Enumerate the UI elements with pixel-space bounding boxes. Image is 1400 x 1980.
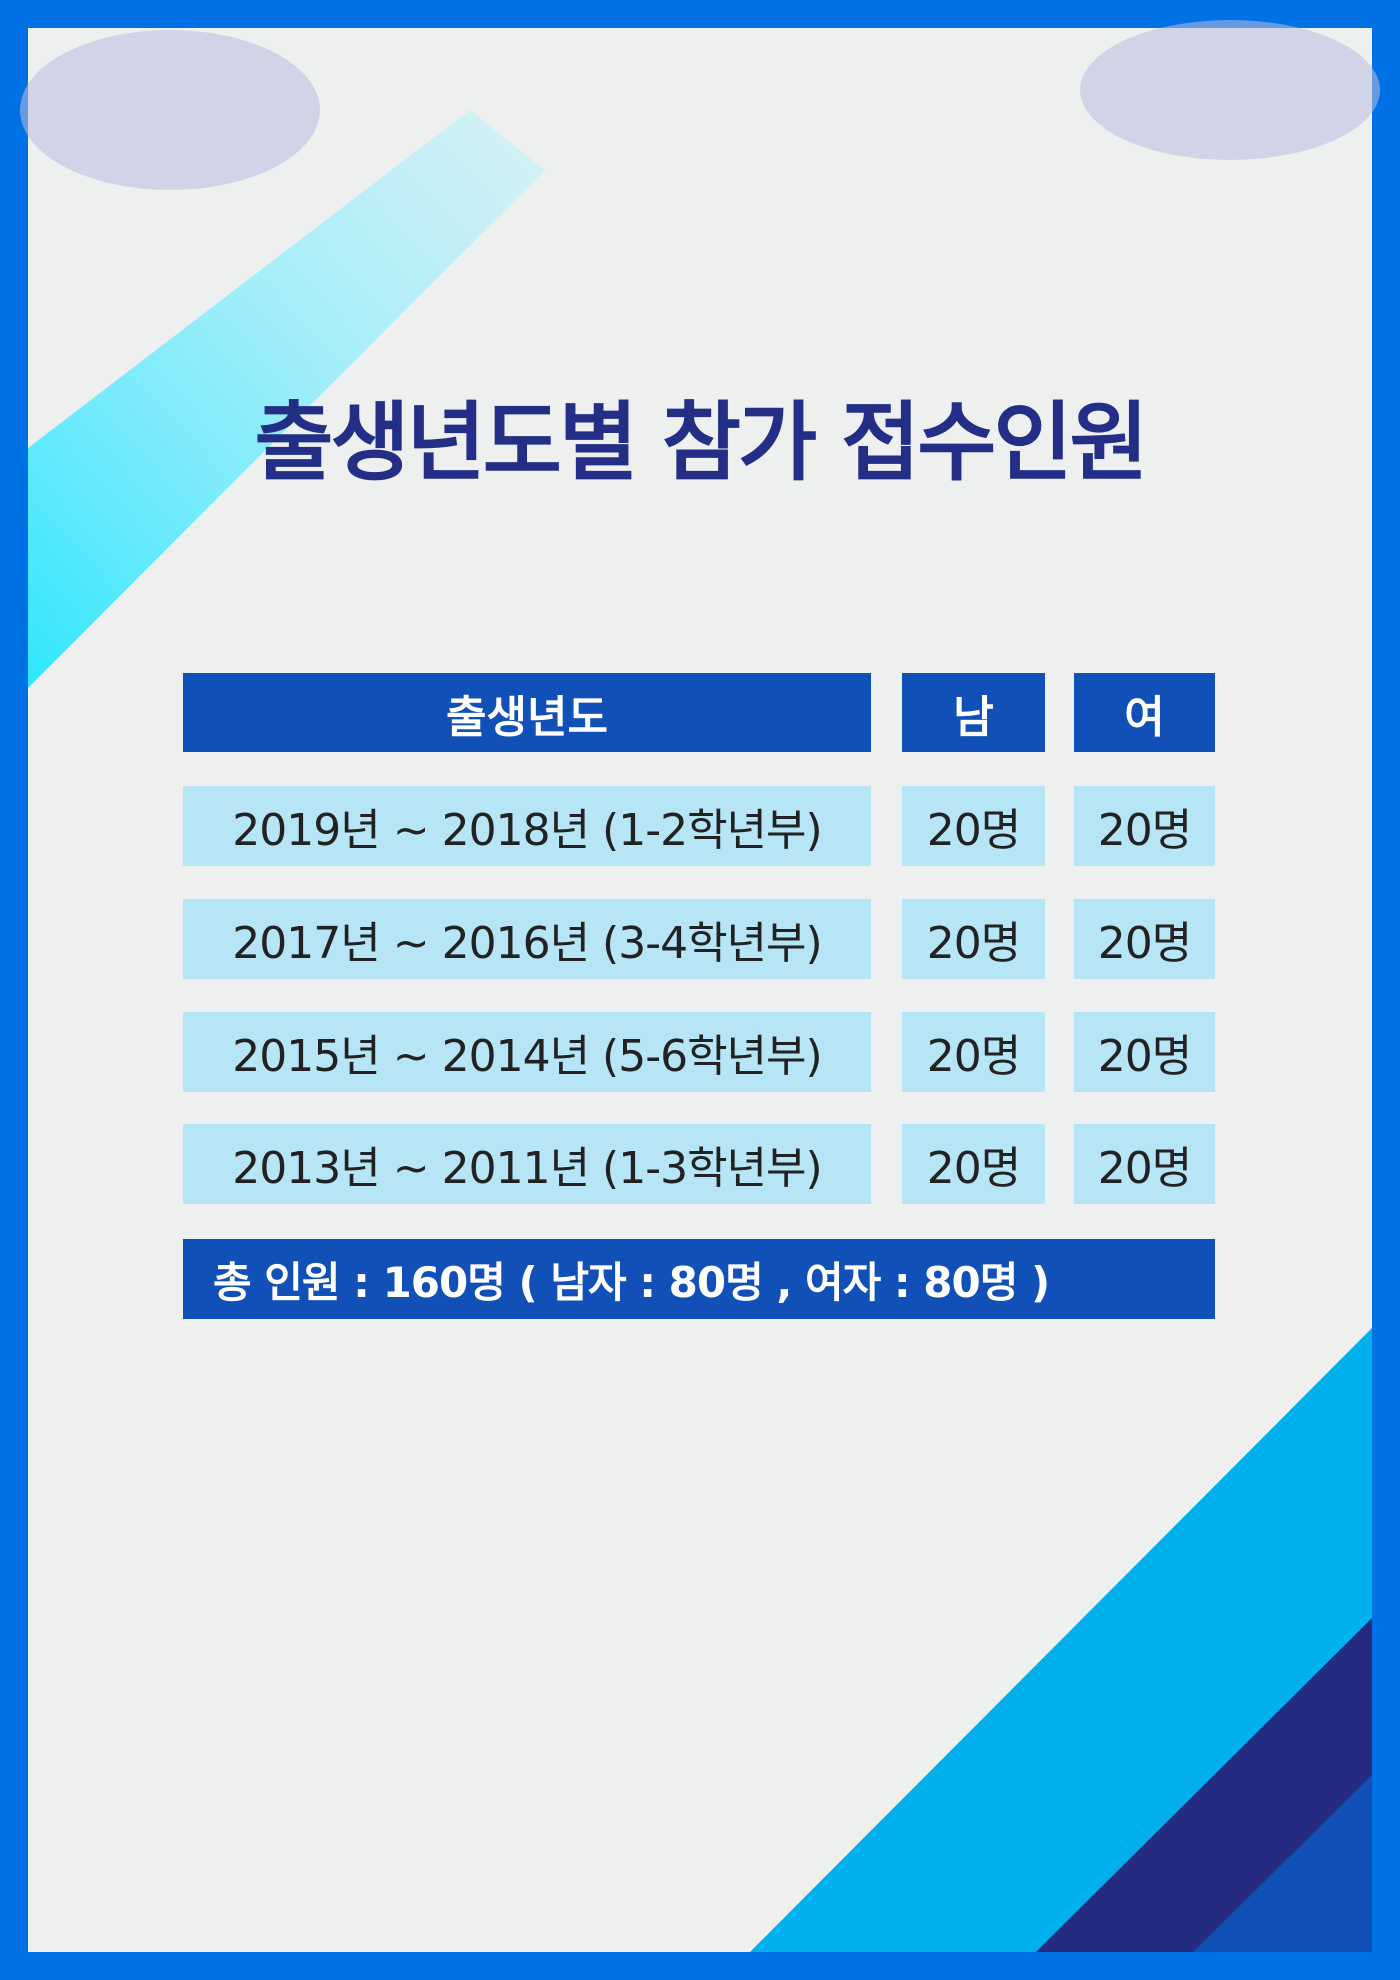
row-female: 20명 — [1074, 899, 1215, 979]
row-female: 20명 — [1074, 786, 1215, 866]
row-year: 2015년 ~ 2014년 (5-6학년부) — [183, 1012, 871, 1092]
stripe-bottom-blue — [1193, 1775, 1372, 1952]
row-male: 20명 — [902, 1012, 1045, 1092]
row-year: 2013년 ~ 2011년 (1-3학년부) — [183, 1124, 871, 1204]
frost-branch-decoration — [20, 20, 1380, 190]
total-count: 총 인원 : 160명 ( 남자 : 80명 , 여자 : 80명 ) — [183, 1239, 1215, 1319]
row-year: 2019년 ~ 2018년 (1-2학년부) — [183, 786, 871, 866]
row-male: 20명 — [902, 899, 1045, 979]
header-birth-year: 출생년도 — [183, 673, 871, 752]
row-female: 20명 — [1074, 1124, 1215, 1204]
row-male: 20명 — [902, 786, 1045, 866]
header-female: 여 — [1074, 673, 1215, 752]
row-year: 2017년 ~ 2016년 (3-4학년부) — [183, 899, 871, 979]
row-male: 20명 — [902, 1124, 1045, 1204]
stripe-top-left — [28, 110, 545, 688]
header-male: 남 — [902, 673, 1045, 752]
page-title: 출생년도별 참가 접수인원 — [254, 393, 1148, 493]
row-female: 20명 — [1074, 1012, 1215, 1092]
